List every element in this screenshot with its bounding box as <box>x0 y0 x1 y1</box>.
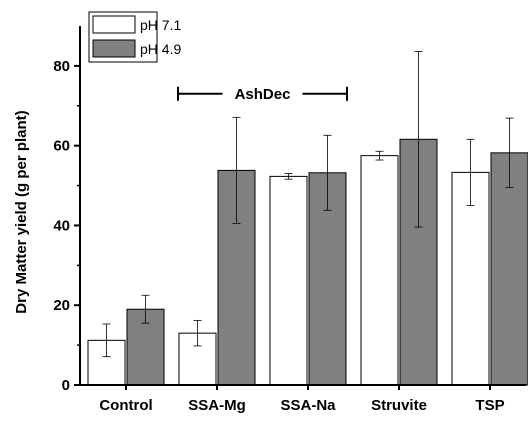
axes-layer: 0 20 40 60 80 Control SSA-Mg SSA-Na Struvite TSP <box>53 26 526 414</box>
bar-control-series-1 <box>126 308 165 386</box>
y-tick-label-40: 40 <box>53 217 70 234</box>
x-tick-label-tsp: TSP <box>475 397 504 414</box>
legend-label-ph49: pH 4.9 <box>140 41 181 57</box>
legend-swatch-ph49 <box>92 39 136 58</box>
legend-swatch-ph71 <box>92 15 136 34</box>
bars-layer <box>87 138 528 386</box>
legend-label-ph71: pH 7.1 <box>140 17 181 33</box>
x-tick-label-struvite: Struvite <box>371 397 427 414</box>
x-tick-label-ssa-na: SSA-Na <box>280 397 336 414</box>
annotation: AshDec <box>177 86 348 103</box>
x-tick-label-control: Control <box>99 397 152 414</box>
bar-tsp-series-1 <box>490 152 528 386</box>
y-tick-label-0: 0 <box>62 377 70 394</box>
y-tick-label-60: 60 <box>53 138 70 155</box>
x-tick-label-ssa-mg: SSA-Mg <box>188 397 246 414</box>
error-bars-layer <box>102 51 514 358</box>
y-tick-label-20: 20 <box>53 297 70 314</box>
y-axis-label: Dry Matter yield (g per plant) <box>13 110 30 313</box>
bar-struvite-series-0 <box>360 155 399 386</box>
bar-ssa-na-series-0 <box>269 175 308 386</box>
legend: pH 7.1 pH 4.9 <box>88 11 181 63</box>
annotation-label: AshDec <box>235 86 291 103</box>
y-tick-label-80: 80 <box>53 58 70 75</box>
